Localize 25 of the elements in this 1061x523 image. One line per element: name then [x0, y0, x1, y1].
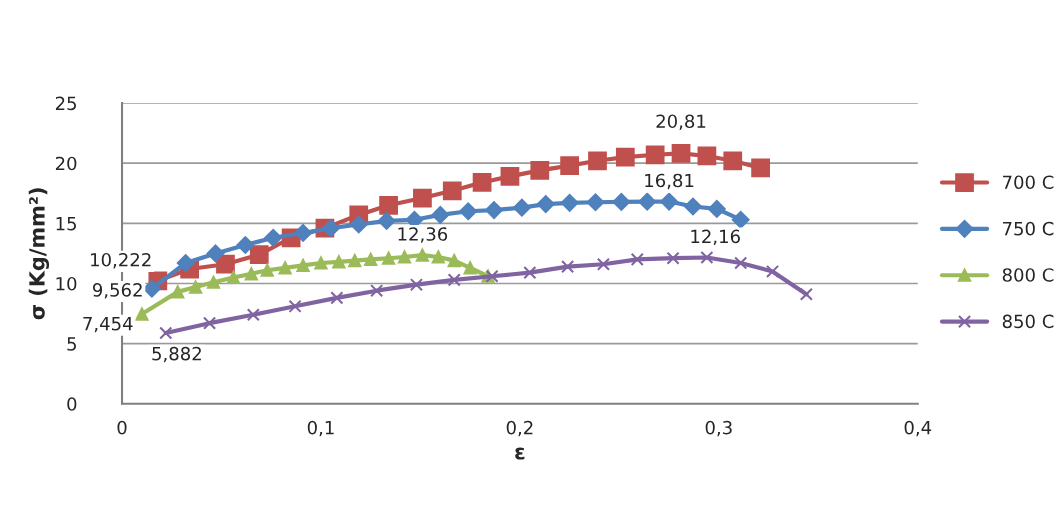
legend-label: 850 C: [1002, 314, 1054, 329]
legend-label: 800 C: [1002, 268, 1054, 282]
x-tick-label: 0,1: [307, 420, 334, 437]
x-tick-label: 0,2: [506, 420, 533, 437]
annotation: 20,81: [656, 114, 706, 130]
y-tick-label: 20: [55, 156, 77, 171]
legend-label: 700 C: [1003, 175, 1054, 190]
y-tick-label: 25: [55, 96, 76, 111]
x-tick-label: 0,3: [705, 420, 732, 437]
y-axis-title: σ (Kg/mm²): [28, 188, 50, 320]
y-tick-label: 10: [56, 276, 77, 291]
annotation: 9,562: [92, 283, 142, 299]
y-tick-label: 0: [67, 397, 77, 411]
x-tick-label: 0,4: [904, 420, 932, 437]
annotation: 12,36: [398, 227, 448, 243]
annotation: 5,882: [152, 346, 201, 363]
annotation: 7,454: [83, 317, 133, 333]
y-tick-label: 15: [56, 217, 76, 231]
annotation: 12,16: [691, 229, 740, 246]
x-tick-label: 0: [117, 420, 127, 435]
y-tick-label: 5: [67, 337, 76, 351]
annotation: 10,222: [91, 252, 151, 269]
x-axis-title: ε: [515, 447, 525, 460]
annotation: 16,81: [645, 173, 694, 190]
legend-label: 750 C: [1003, 221, 1054, 236]
